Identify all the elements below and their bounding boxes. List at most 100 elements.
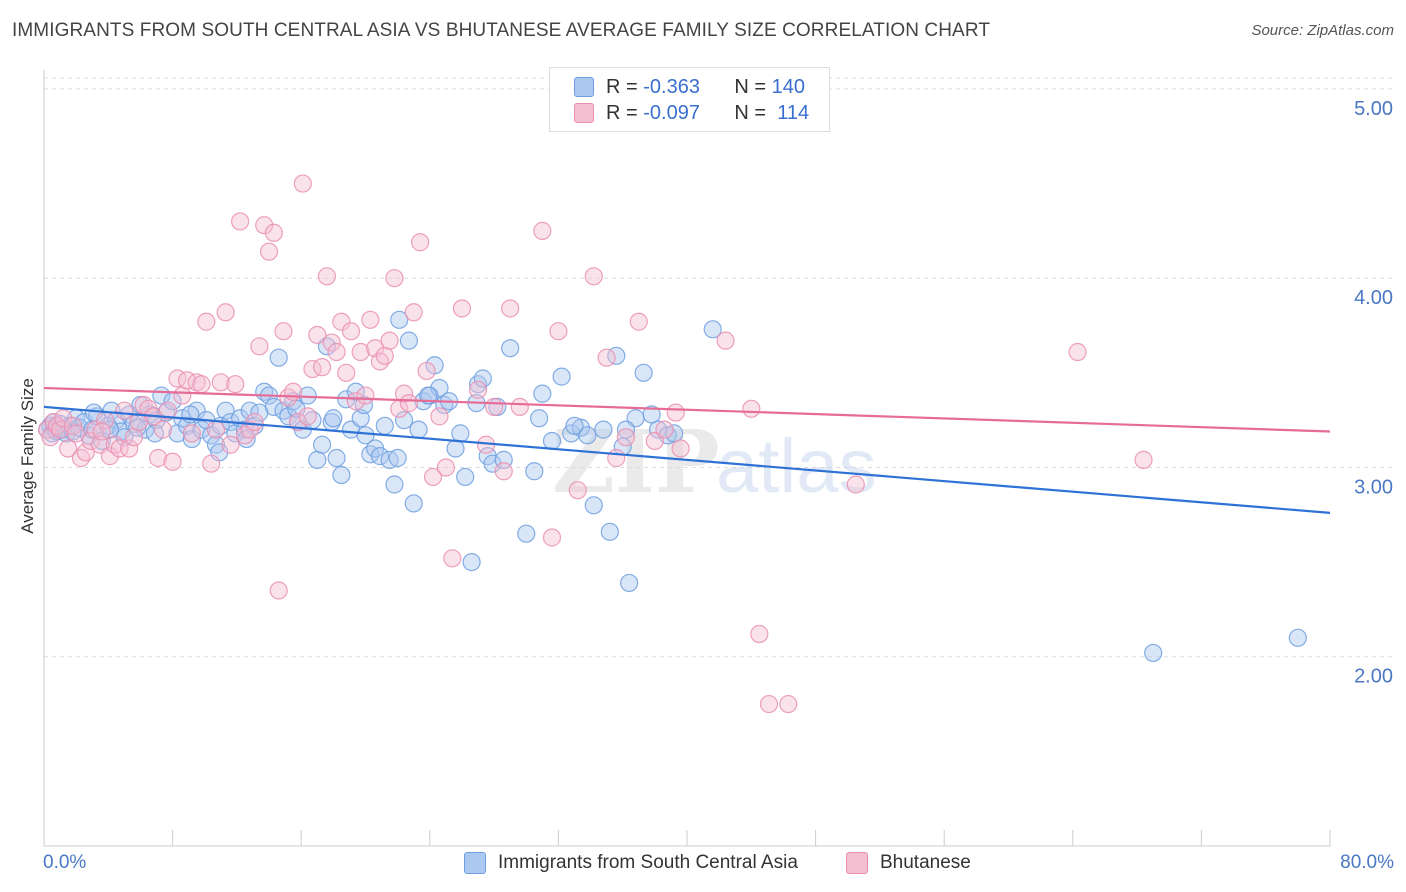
data-point-blue bbox=[409, 420, 428, 439]
data-point-blue bbox=[456, 467, 475, 487]
data-point-blue bbox=[192, 420, 211, 439]
data-point-pink bbox=[67, 424, 86, 443]
data-point-pink bbox=[250, 337, 269, 356]
series-legend-label-blue: Immigrants from South Central Asia bbox=[498, 852, 798, 873]
data-point-blue bbox=[468, 375, 488, 394]
data-point-blue bbox=[571, 418, 591, 437]
data-point-blue bbox=[446, 439, 465, 458]
data-point-pink bbox=[411, 233, 430, 252]
data-point-blue bbox=[264, 397, 283, 416]
data-point-blue bbox=[375, 416, 394, 435]
data-point-pink bbox=[317, 267, 337, 286]
data-point-pink bbox=[501, 299, 520, 318]
data-point-blue bbox=[501, 339, 520, 358]
data-point-blue bbox=[517, 524, 536, 543]
data-point-pink bbox=[59, 439, 78, 458]
data-point-pink bbox=[216, 303, 235, 322]
data-point-pink bbox=[332, 312, 351, 331]
data-point-pink bbox=[542, 528, 562, 547]
data-point-blue bbox=[332, 465, 351, 485]
data-point-pink bbox=[341, 322, 361, 341]
data-point-blue bbox=[346, 382, 365, 401]
data-point-pink bbox=[436, 458, 455, 477]
data-point-pink bbox=[92, 422, 111, 441]
data-point-pink bbox=[385, 269, 404, 288]
data-point-pink bbox=[71, 448, 91, 468]
data-point-pink bbox=[394, 384, 414, 403]
data-point-pink bbox=[361, 310, 380, 329]
data-point-blue bbox=[565, 416, 584, 435]
data-point-pink bbox=[616, 428, 636, 447]
data-point-pink bbox=[149, 448, 168, 468]
data-point-pink bbox=[192, 375, 211, 394]
data-point-pink bbox=[182, 424, 201, 443]
data-point-blue bbox=[616, 420, 636, 439]
data-point-pink bbox=[494, 462, 513, 481]
data-point-pink bbox=[417, 361, 436, 381]
series-legend-swatch-blue bbox=[464, 852, 486, 874]
data-point-blue bbox=[703, 320, 722, 339]
data-point-pink bbox=[1134, 450, 1153, 469]
data-point-pink bbox=[235, 426, 255, 445]
trend-line-pink bbox=[43, 386, 1331, 433]
data-point-pink bbox=[54, 409, 73, 428]
data-point-blue bbox=[594, 420, 613, 439]
data-point-pink bbox=[370, 352, 390, 371]
data-point-pink bbox=[742, 399, 761, 418]
data-point-pink bbox=[163, 452, 182, 471]
data-point-pink bbox=[510, 397, 529, 416]
data-point-pink bbox=[312, 358, 332, 377]
y-tick-label: 3.00 bbox=[1354, 476, 1393, 498]
data-point-blue bbox=[552, 367, 571, 386]
data-point-pink bbox=[549, 322, 568, 341]
data-point-pink bbox=[293, 174, 312, 193]
data-point-blue bbox=[542, 431, 562, 451]
trend-line-blue bbox=[43, 405, 1331, 514]
data-point-pink bbox=[356, 386, 375, 405]
data-point-pink bbox=[629, 312, 648, 331]
data-point-pink bbox=[100, 447, 120, 466]
data-point-blue bbox=[385, 475, 404, 494]
y-tick-label: 2.00 bbox=[1354, 666, 1393, 688]
data-point-pink bbox=[41, 428, 60, 447]
data-point-pink bbox=[607, 448, 626, 468]
data-point-blue bbox=[451, 424, 470, 443]
chart-title: IMMIGRANTS FROM SOUTH CENTRAL ASIA VS BH… bbox=[12, 20, 991, 41]
data-point-pink bbox=[211, 373, 230, 392]
data-point-blue bbox=[235, 420, 255, 439]
data-point-blue bbox=[1288, 628, 1307, 647]
data-point-pink bbox=[221, 435, 240, 454]
data-point-pink bbox=[255, 216, 274, 235]
watermark-atlas: atlas bbox=[716, 424, 877, 509]
data-point-pink bbox=[716, 331, 735, 350]
legend-r-value: -0.097 bbox=[643, 101, 700, 124]
data-point-pink bbox=[202, 454, 221, 473]
data-point-blue bbox=[390, 310, 409, 329]
data-point-pink bbox=[375, 346, 394, 365]
data-point-pink bbox=[120, 439, 139, 458]
data-point-pink bbox=[404, 303, 423, 322]
data-point-blue bbox=[356, 426, 375, 445]
legend-n-value: 114 bbox=[777, 101, 810, 124]
x-axis-max-label: 80.0% bbox=[1340, 852, 1394, 873]
data-point-blue bbox=[600, 522, 619, 541]
y-tick-label: 4.00 bbox=[1354, 287, 1393, 309]
data-point-pink bbox=[264, 223, 283, 242]
data-point-blue bbox=[370, 447, 390, 466]
x-axis-min-label: 0.0% bbox=[43, 852, 87, 873]
data-point-pink bbox=[452, 299, 472, 318]
data-point-blue bbox=[115, 428, 134, 447]
data-point-pink bbox=[231, 212, 250, 231]
data-point-blue bbox=[584, 496, 603, 515]
data-point-blue bbox=[533, 384, 552, 403]
data-point-pink bbox=[750, 624, 769, 644]
data-point-pink bbox=[468, 380, 488, 399]
data-point-blue bbox=[634, 363, 653, 382]
data-point-blue bbox=[473, 369, 492, 388]
data-point-blue bbox=[327, 448, 346, 468]
data-point-pink bbox=[158, 401, 177, 420]
data-point-pink bbox=[1068, 342, 1087, 362]
data-point-pink bbox=[245, 412, 264, 432]
data-point-pink bbox=[269, 581, 288, 600]
